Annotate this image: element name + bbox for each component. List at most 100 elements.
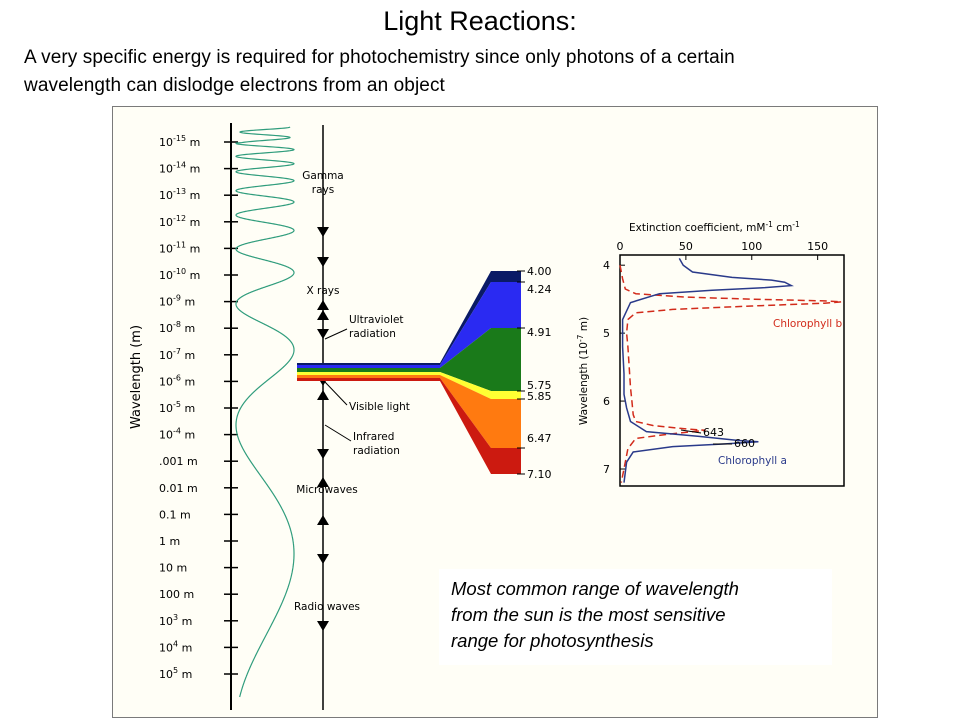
spectrum-figure: Wavelength (m) 10-15 m 10-14 m 10-13 m 10-1…: [112, 106, 878, 718]
wave-curve: [235, 126, 295, 698]
ruler-tick-label: 10-4 m: [159, 427, 195, 442]
y-tick-label: 6: [603, 395, 610, 408]
ruler-tick-label: 10 m: [159, 562, 187, 575]
label-xrays: X rays: [307, 285, 340, 297]
visible-fan-segment: [440, 282, 521, 368]
subtitle-line-1: A very specific energy is required for p…: [24, 47, 735, 68]
region-arrow: [317, 390, 329, 400]
y-tick-label: 5: [603, 327, 610, 340]
ruler-tick-label: .001 m: [159, 455, 198, 468]
absorption-x-ticks: 0 50 100 150: [617, 240, 828, 260]
visible-scale-label: 7.10: [527, 468, 552, 481]
region-arrow: [317, 310, 329, 320]
slide-title: Light Reactions:: [383, 6, 577, 36]
y-tick-label: 7: [603, 463, 610, 476]
visible-scale-label: 4.91: [527, 326, 552, 339]
wavelength-axis-label: Wavelength (m): [129, 325, 144, 429]
visible-fan-segment: [440, 378, 521, 474]
ruler-tick-label: 10-7 m: [159, 347, 195, 362]
ruler-tick-label: 10-5 m: [159, 400, 195, 415]
ruler-tick-label: 10-12 m: [159, 214, 200, 229]
visible-band-stripe: [297, 363, 440, 365]
slide-subtitle: A very specific energy is required for p…: [24, 44, 934, 100]
legend-chlorophyll-a: Chlorophyll a: [718, 455, 787, 467]
region-arrow: [317, 227, 329, 237]
visible-fan-segment: [440, 375, 521, 448]
absorption-x-label: Extinction coefficient, mM-1 cm-1: [629, 220, 800, 234]
series-line: [619, 265, 842, 483]
ruler-tick-label: 0.1 m: [159, 508, 191, 521]
label-microwaves: Microwaves: [296, 484, 357, 496]
visible-scale-label: 4.24: [527, 283, 552, 296]
ruler-tick-label: 10-15 m: [159, 134, 200, 149]
label-uv-1: Ultraviolet: [349, 314, 404, 326]
region-arrow: [317, 329, 329, 339]
visible-pointer: [324, 381, 348, 406]
visible-band-stripe: [297, 375, 440, 378]
y-tick-label: 4: [603, 259, 610, 272]
visible-scale-label: 4.00: [527, 265, 552, 278]
label-ir-2: radiation: [353, 445, 400, 457]
region-arrow: [317, 621, 329, 631]
x-tick-label: 0: [617, 240, 624, 253]
absorption-plot-frame: [619, 254, 845, 487]
region-arrow: [317, 300, 329, 310]
label-uv-2: radiation: [349, 328, 396, 340]
visible-band-stripe: [297, 368, 440, 372]
visible-scale-labels: 4.00 4.24 4.91 5.755.85 6.47 7.10: [517, 265, 552, 481]
visible-band-stripe: [297, 372, 440, 375]
ruler-tick-label: 10-10 m: [159, 267, 200, 282]
visible-fan-segment: [440, 372, 521, 399]
note-line-1: Most common range of wavelength: [451, 578, 739, 599]
ir-pointer: [324, 424, 352, 442]
ruler-tick-label: 100 m: [159, 588, 194, 601]
visible-band-stripe: [297, 378, 440, 381]
note-box: Most common range of wavelength from the…: [439, 569, 832, 665]
visible-fan-segment: [440, 271, 521, 365]
ruler-tick-label: 105 m: [159, 666, 192, 681]
region-arrows: [317, 227, 329, 631]
ruler-tick-label: 10-14 m: [159, 161, 200, 176]
subtitle-line-2: wavelength can dislodge electrons from a…: [24, 75, 445, 96]
ruler-tick-label: 0.01 m: [159, 482, 198, 495]
ruler-tick-label: 10-11 m: [159, 240, 200, 255]
x-tick-label: 150: [807, 240, 828, 253]
label-gamma-1: Gamma: [302, 170, 343, 182]
note-line-3: range for photosynthesis: [451, 630, 654, 651]
annotation-643: 643: [703, 426, 724, 439]
region-arrow: [317, 554, 329, 564]
ruler-tick-label: 103 m: [159, 613, 192, 628]
absorption-y-label: Wavelength (10-7 m): [576, 317, 590, 425]
series-line: [621, 258, 795, 483]
label-visible: Visible light: [349, 401, 410, 413]
x-tick-label: 100: [741, 240, 762, 253]
ruler-tick-label: 1 m: [159, 535, 180, 548]
region-arrow: [317, 449, 329, 459]
visible-band: [297, 363, 440, 381]
ruler-tick-label: 104 m: [159, 639, 192, 654]
absorption-y-ticks: 4 5 6 7: [603, 259, 625, 476]
visible-fan-segment: [440, 328, 521, 391]
note-line-2: from the sun is the most sensitive: [451, 604, 726, 625]
label-gamma-2: rays: [312, 184, 334, 196]
ruler-ticks: [224, 141, 238, 675]
x-tick-label: 50: [679, 240, 693, 253]
legend-chlorophyll-b: Chlorophyll b: [773, 318, 843, 330]
absorption-curves: [619, 258, 842, 483]
spectrum-diagram: Wavelength (m) 10-15 m10-14 m10-13 m10-1…: [129, 123, 845, 710]
annotation-660: 660: [734, 437, 755, 450]
visible-band-stripe: [297, 365, 440, 368]
region-arrow: [317, 257, 329, 267]
visible-scale-label: 5.75: [527, 379, 552, 392]
label-radio: Radio waves: [294, 601, 360, 613]
visible-fan: [440, 271, 521, 474]
region-arrow: [317, 477, 329, 487]
uv-pointer: [324, 328, 348, 340]
visible-scale-label: 5.85: [527, 390, 552, 403]
ruler-tick-label: 10-9 m: [159, 294, 195, 309]
region-labels: Gamma rays X rays Ultraviolet radiation …: [294, 170, 410, 613]
visible-scale-label: 6.47: [527, 432, 552, 445]
annotation-643-pointer: [680, 429, 702, 434]
ruler-tick-label: 10-6 m: [159, 373, 195, 388]
ruler-tick-label: 10-8 m: [159, 320, 195, 335]
